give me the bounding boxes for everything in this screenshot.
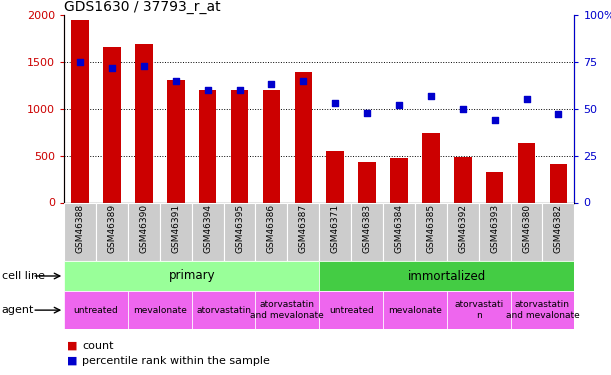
Bar <box>543 202 574 261</box>
Bar <box>160 202 192 261</box>
Bar <box>320 261 574 291</box>
Text: agent: agent <box>2 305 34 315</box>
Point <box>266 81 276 87</box>
Text: atorvastatin
and mevalonate: atorvastatin and mevalonate <box>251 300 324 320</box>
Text: GDS1630 / 37793_r_at: GDS1630 / 37793_r_at <box>64 0 221 14</box>
Bar <box>358 162 376 202</box>
Text: GSM46386: GSM46386 <box>267 204 276 253</box>
Text: count: count <box>82 341 114 351</box>
Text: primary: primary <box>169 270 215 282</box>
Text: atorvastati
n: atorvastati n <box>454 300 503 320</box>
Text: immortalized: immortalized <box>408 270 486 282</box>
Text: mevalonate: mevalonate <box>388 306 442 315</box>
Bar <box>192 202 224 261</box>
Bar <box>263 90 280 202</box>
Bar <box>415 202 447 261</box>
Text: GSM46393: GSM46393 <box>490 204 499 253</box>
Point <box>362 110 372 116</box>
Point <box>458 106 467 112</box>
Point <box>490 117 500 123</box>
Text: atorvastatin: atorvastatin <box>196 306 251 315</box>
Bar <box>231 90 248 202</box>
Bar <box>64 202 96 261</box>
Bar <box>224 202 255 261</box>
Bar <box>287 202 319 261</box>
Bar <box>486 172 503 202</box>
Text: GSM46395: GSM46395 <box>235 204 244 253</box>
Bar <box>518 144 535 202</box>
Text: GSM46388: GSM46388 <box>76 204 84 253</box>
Bar <box>454 157 472 203</box>
Bar <box>447 291 511 329</box>
Bar <box>96 202 128 261</box>
Bar <box>64 291 128 329</box>
Bar <box>320 291 383 329</box>
Bar <box>255 291 320 329</box>
Text: ■: ■ <box>67 356 78 366</box>
Point <box>298 78 308 84</box>
Bar <box>320 202 351 261</box>
Point <box>235 87 244 93</box>
Bar <box>326 151 344 202</box>
Bar <box>550 164 567 202</box>
Text: atorvastatin
and mevalonate: atorvastatin and mevalonate <box>505 300 579 320</box>
Bar <box>192 291 255 329</box>
Text: GSM46382: GSM46382 <box>554 204 563 253</box>
Point <box>522 96 532 102</box>
Text: GSM46394: GSM46394 <box>203 204 212 253</box>
Text: ■: ■ <box>67 341 78 351</box>
Bar <box>255 202 287 261</box>
Point <box>139 63 148 69</box>
Text: GSM46385: GSM46385 <box>426 204 436 253</box>
Point <box>75 59 85 65</box>
Bar <box>511 202 543 261</box>
Point <box>203 87 213 93</box>
Text: GSM46380: GSM46380 <box>522 204 531 253</box>
Text: untreated: untreated <box>74 306 119 315</box>
Point <box>331 100 340 106</box>
Text: GSM46391: GSM46391 <box>171 204 180 253</box>
Text: mevalonate: mevalonate <box>133 306 187 315</box>
Text: GSM46392: GSM46392 <box>458 204 467 253</box>
Text: GSM46389: GSM46389 <box>108 204 117 253</box>
Bar <box>422 133 440 202</box>
Bar <box>351 202 383 261</box>
Bar <box>447 202 478 261</box>
Point <box>426 93 436 99</box>
Bar <box>511 291 574 329</box>
Text: GSM46390: GSM46390 <box>139 204 148 253</box>
Bar <box>71 20 89 203</box>
Bar <box>64 261 319 291</box>
Bar <box>128 202 160 261</box>
Point <box>171 78 181 84</box>
Bar <box>128 291 192 329</box>
Text: GSM46383: GSM46383 <box>362 204 371 253</box>
Bar <box>383 291 447 329</box>
Text: GSM46387: GSM46387 <box>299 204 308 253</box>
Bar <box>390 158 408 203</box>
Text: GSM46384: GSM46384 <box>395 204 403 253</box>
Bar <box>295 72 312 202</box>
Bar <box>167 80 185 203</box>
Text: GSM46371: GSM46371 <box>331 204 340 253</box>
Point <box>554 111 563 117</box>
Text: cell line: cell line <box>2 271 45 281</box>
Bar <box>135 44 153 203</box>
Text: untreated: untreated <box>329 306 373 315</box>
Text: percentile rank within the sample: percentile rank within the sample <box>82 356 270 366</box>
Bar <box>103 47 121 202</box>
Point <box>107 64 117 70</box>
Bar <box>199 90 216 202</box>
Point <box>394 102 404 108</box>
Bar <box>478 202 511 261</box>
Bar <box>383 202 415 261</box>
